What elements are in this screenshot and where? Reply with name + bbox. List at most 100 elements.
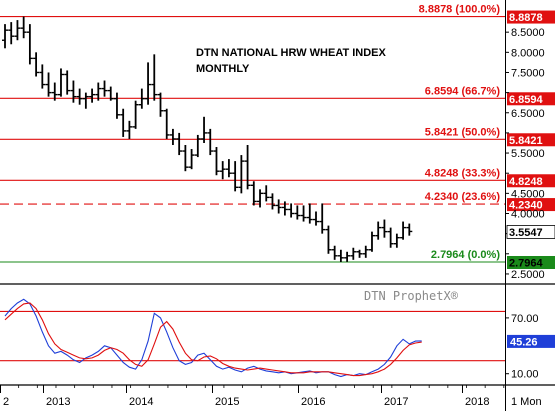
fib-level-label: 4.8248 (33.3%)	[425, 167, 501, 179]
ohlc-bar	[201, 116, 208, 143]
fib-level-tag	[507, 133, 555, 147]
time-axis: 2 2013 2014 2015 2016 2017 2018 1 Mon	[0, 385, 542, 408]
osc-last-value-tag	[507, 334, 555, 348]
year-label: 2013	[46, 396, 70, 408]
price-tick-label: 8.5000	[511, 27, 545, 39]
price-tick-label: 7.5000	[511, 67, 545, 79]
ohlc-bar	[188, 149, 195, 170]
ohlc-bar	[244, 145, 251, 190]
year-label: 2018	[465, 396, 489, 408]
ohlc-bar	[344, 251, 351, 262]
ohlc-bar	[294, 205, 301, 220]
fib-level-label: 6.8594 (66.7%)	[425, 85, 501, 97]
ohlc-bar	[250, 181, 257, 206]
ohlc-bar	[337, 249, 344, 262]
ohlc-bar	[182, 145, 189, 172]
ohlc-bar	[89, 88, 96, 103]
ohlc-bar	[157, 92, 164, 117]
fib-level-tag-text: 2.7964	[509, 257, 544, 269]
ohlc-bar	[288, 203, 295, 218]
ohlc-bar	[145, 62, 152, 105]
ohlc-bar	[51, 82, 58, 101]
year-label: 2	[3, 396, 9, 408]
timeframe-label: 1 Mon	[511, 396, 542, 408]
ohlc-bar	[138, 88, 145, 109]
ohlc-bar	[225, 159, 232, 178]
ohlc-bar	[169, 128, 176, 145]
ohlc-bar	[257, 189, 264, 208]
price-tick-label: 2.5000	[511, 269, 545, 281]
ohlc-bar	[281, 201, 288, 216]
price-tick-label: 5.5000	[511, 148, 545, 160]
fib-level-tag	[507, 10, 555, 24]
stochastic-d-line	[4, 302, 422, 377]
ohlc-bar	[176, 132, 183, 156]
ohlc-bars	[2, 16, 413, 262]
ohlc-bar	[151, 54, 158, 101]
fib-level-tag	[507, 174, 555, 188]
ohlc-bar	[194, 134, 201, 158]
year-label: 2017	[384, 396, 408, 408]
ohlc-bar	[356, 249, 363, 258]
fib-level-tag-text: 8.8878	[509, 12, 543, 24]
ohlc-bar	[95, 82, 102, 101]
ohlc-bar	[64, 70, 71, 95]
ohlc-bar	[275, 199, 282, 214]
fib-level-tag-text: 5.8421	[509, 135, 543, 147]
price-tick-label: 6.5000	[511, 108, 545, 120]
ohlc-bar	[375, 221, 382, 240]
osc-tick-label: 10.00	[511, 369, 539, 381]
ohlc-bar	[107, 86, 114, 101]
fib-level-label: 5.8421 (50.0%)	[425, 126, 501, 138]
ohlc-bar	[368, 231, 375, 252]
ohlc-bar	[306, 203, 313, 224]
oscillator-axis: 70.00 10.00 45.26	[505, 313, 555, 381]
ohlc-bar	[313, 211, 319, 226]
year-label: 2015	[215, 396, 239, 408]
ohlc-bar	[39, 64, 46, 89]
price-tick-label: 4.5000	[511, 188, 545, 200]
ohlc-bar	[120, 108, 127, 137]
ohlc-bar	[113, 92, 120, 119]
fib-level-label: 8.8878 (100.0%)	[419, 4, 501, 16]
fib-level-tag	[507, 92, 555, 106]
ohlc-bar	[8, 22, 15, 45]
ohlc-bar	[300, 205, 307, 222]
ohlc-bar	[319, 203, 326, 234]
ohlc-bar	[207, 128, 214, 156]
fib-level-tag-text: 4.2340	[509, 200, 543, 212]
osc-last-value-label: 45.26	[510, 336, 538, 348]
ohlc-bar	[263, 185, 270, 202]
ohlc-bar	[132, 100, 139, 129]
ohlc-bar	[400, 221, 407, 240]
year-label: 2016	[301, 396, 325, 408]
ohlc-bar	[331, 245, 338, 260]
fib-level-tag	[507, 255, 555, 269]
ohlc-bar	[33, 52, 40, 77]
chart-subtitle: MONTHLY	[196, 63, 250, 75]
fib-level-tag-text: 4.8248	[509, 176, 543, 188]
ohlc-bar	[213, 147, 220, 176]
fib-level-label: 2.7964 (0.0%)	[431, 249, 500, 261]
ohlc-bar	[57, 68, 64, 97]
ohlc-bar	[362, 245, 369, 258]
last-price-label: 3.5547	[509, 227, 543, 239]
ohlc-bar	[2, 24, 8, 49]
osc-tick-label: 70.00	[511, 313, 539, 325]
ohlc-bar	[232, 161, 239, 192]
ohlc-bar	[70, 80, 77, 103]
ohlc-bar	[82, 92, 89, 109]
price-axis: 8.8878 6.8594 5.8421 4.8248 4.2340 2.7964 8.50…	[505, 10, 555, 281]
ohlc-bar	[269, 193, 276, 210]
fib-level-tag-text: 6.8594	[509, 94, 544, 106]
ohlc-bar	[76, 88, 83, 105]
ohlc-bar	[163, 108, 170, 139]
fib-level-label: 4.2340 (23.6%)	[425, 191, 501, 203]
ohlc-bar	[101, 80, 108, 97]
year-label: 2014	[129, 396, 153, 408]
ohlc-bar	[45, 72, 52, 97]
price-tick-label: 4.0000	[511, 209, 545, 221]
ohlc-bar	[20, 16, 27, 39]
oscillator-panel	[0, 298, 505, 378]
